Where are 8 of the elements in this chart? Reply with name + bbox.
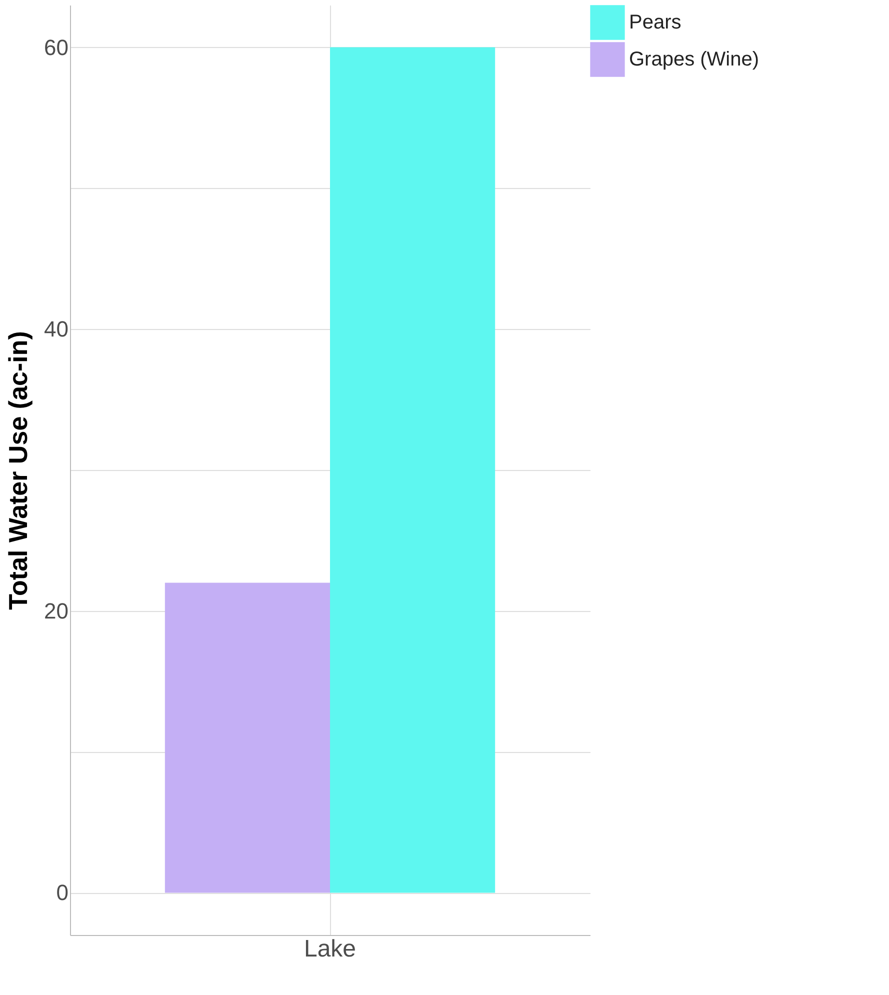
y-tick-label: 20 — [44, 598, 68, 624]
legend-label: Grapes (Wine) — [629, 48, 760, 70]
y-tick-label: 0 — [56, 880, 68, 906]
y-tick-label: 40 — [44, 316, 68, 342]
y-axis-title: Total Water Use (ac-in) — [3, 331, 34, 610]
legend-label: Pears — [629, 12, 682, 34]
y-tick-label: 60 — [44, 34, 68, 60]
x-tick-label: Lake — [304, 936, 356, 962]
